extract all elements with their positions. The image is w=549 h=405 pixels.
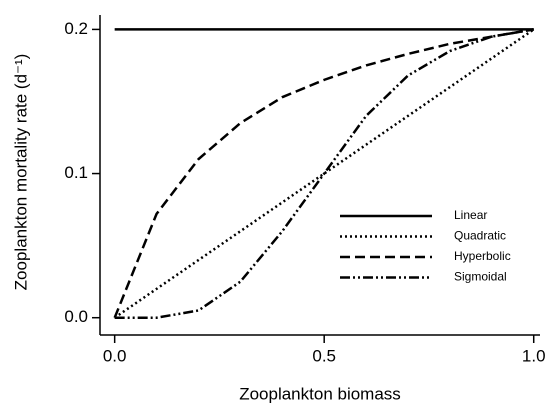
series-line <box>114 28 534 319</box>
y-axis-title: Zooplankton mortality rate (d⁻¹) <box>11 54 30 291</box>
x-axis-title: Zooplankton biomass <box>239 384 401 403</box>
y-tick-label: 0.2 <box>64 19 88 38</box>
legend-label: Linear <box>454 208 487 222</box>
y-tick-label: 0.1 <box>64 163 88 182</box>
y-tick-label: 0.0 <box>64 307 88 326</box>
legend-label: Hyperbolic <box>454 249 511 263</box>
series-line <box>113 28 534 319</box>
legend-label: Quadratic <box>454 229 506 243</box>
x-tick-label: 0.0 <box>103 346 127 365</box>
x-tick-label: 0.5 <box>312 346 336 365</box>
legend-label: Sigmoidal <box>454 270 507 284</box>
x-tick-label: 1.0 <box>522 346 546 365</box>
